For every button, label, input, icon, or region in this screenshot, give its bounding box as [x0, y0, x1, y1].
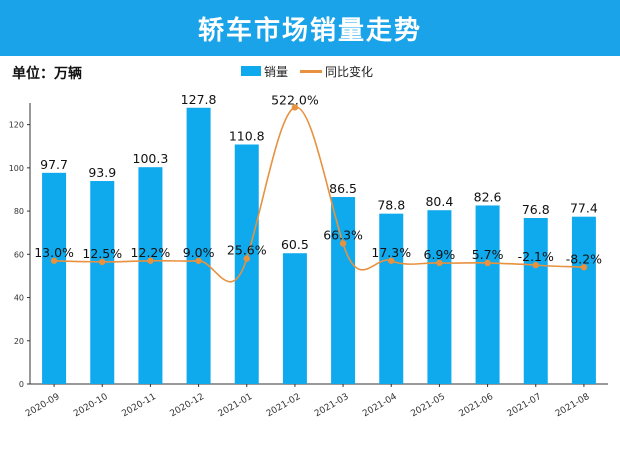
bar-value-label: 60.5 — [281, 237, 309, 252]
legend-label-yoy: 同比变化 — [325, 64, 374, 79]
yoy-point — [195, 257, 202, 264]
yoy-point — [339, 240, 347, 247]
x-tick-label: 2021-01 — [217, 392, 255, 419]
yoy-point — [99, 258, 106, 266]
bar-value-label: 78.8 — [377, 198, 405, 213]
bar-value-label: 76.8 — [522, 202, 550, 217]
yoy-value-label: 25.6% — [227, 243, 267, 258]
legend-item-sales: 销量 — [241, 63, 288, 80]
yoy-value-label: 13.0% — [34, 245, 74, 260]
y-tick-label: 40 — [14, 294, 24, 303]
bar — [42, 172, 67, 384]
bar — [186, 107, 211, 385]
x-tick-label: 2021-03 — [313, 392, 351, 419]
x-tick-label: 2021-07 — [506, 392, 544, 419]
bar — [379, 213, 404, 384]
yoy-point — [50, 257, 58, 264]
y-tick-label: 80 — [14, 207, 24, 216]
bar-value-label: 97.7 — [40, 157, 68, 172]
bar-value-label: 100.3 — [133, 151, 169, 166]
bar — [427, 210, 452, 384]
bar — [234, 144, 259, 384]
bar — [138, 167, 163, 384]
x-tick-label: 2021-08 — [554, 392, 592, 420]
legend: 销量 同比变化 — [241, 63, 385, 79]
bar — [90, 181, 115, 384]
yoy-point — [532, 261, 539, 269]
yoy-value-label: -2.1% — [518, 249, 554, 264]
x-tick-label: 2021-06 — [458, 392, 496, 420]
yoy-value-label: 6.9% — [424, 247, 456, 262]
bar — [331, 197, 356, 384]
yoy-point — [388, 257, 395, 264]
bar-series — [42, 107, 596, 385]
legend-swatch-bar-icon — [241, 66, 261, 76]
x-tick-label: 2020-09 — [24, 392, 62, 420]
yoy-value-label: 12.5% — [82, 246, 122, 261]
bar — [571, 216, 596, 384]
bar — [523, 217, 548, 384]
bar-value-label: 110.8 — [229, 129, 265, 144]
yoy-value-label: 12.2% — [131, 245, 171, 260]
bar-value-label: 80.4 — [425, 194, 453, 209]
yoy-point — [580, 264, 588, 271]
bar — [282, 253, 307, 384]
yoy-value-label: 5.7% — [472, 247, 504, 262]
chart-title: 轿车市场销量走势 — [0, 0, 620, 56]
yoy-point — [436, 259, 443, 267]
yoy-value-label: 522.0% — [271, 92, 319, 107]
yoy-value-label: 9.0% — [183, 245, 215, 260]
line-series — [50, 104, 588, 283]
x-tick-label: 2020-10 — [72, 392, 110, 420]
yoy-point — [243, 255, 250, 262]
y-tick-label: 0 — [19, 380, 24, 389]
yoy-value-label: 66.3% — [323, 228, 363, 243]
bar-value-label: 127.8 — [181, 92, 217, 107]
yoy-point — [291, 104, 299, 111]
yoy-value-label: -8.2% — [566, 251, 602, 266]
bar — [475, 205, 500, 384]
x-tick-label: 2021-02 — [265, 392, 303, 419]
x-tick-label: 2021-04 — [361, 392, 399, 420]
legend-item-yoy: 同比变化 — [300, 63, 373, 80]
data-labels: 97.7 93.9 100.3 127.8 110.8 60.5 86.5 78.8 80.4 8… — [34, 92, 602, 267]
yoy-point — [147, 257, 154, 264]
y-tick-label: 120 — [9, 121, 24, 130]
bar-value-label: 82.6 — [474, 189, 502, 204]
x-tick-label: 2021-05 — [409, 392, 447, 419]
bar-value-label: 77.4 — [570, 201, 598, 216]
x-tick-label: 2020-11 — [120, 392, 158, 419]
yoy-value-label: 17.3% — [371, 245, 411, 260]
legend-label-sales: 销量 — [264, 64, 289, 79]
bar-value-label: 86.5 — [329, 181, 357, 196]
unit-label: 单位：万辆 — [12, 66, 82, 82]
x-tick-label: 2020-12 — [169, 392, 207, 419]
y-tick-label: 20 — [14, 337, 24, 346]
legend-swatch-line-icon — [300, 69, 323, 73]
yoy-point — [484, 259, 491, 267]
y-tick-label: 100 — [9, 164, 24, 173]
y-tick-label: 60 — [14, 250, 24, 259]
bar-value-label: 93.9 — [88, 165, 116, 180]
